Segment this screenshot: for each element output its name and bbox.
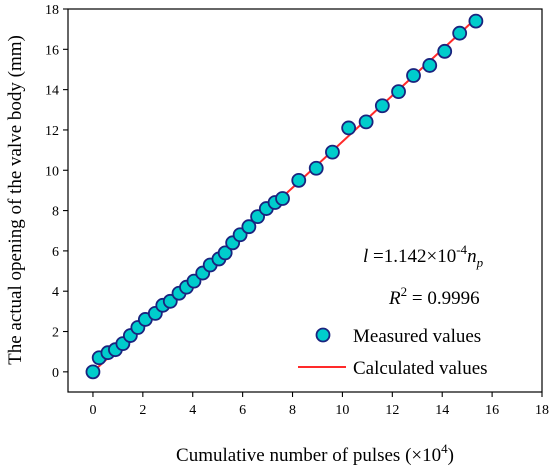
y-axis-ticks: 0 2 4 6 8 10 12 14 16 18 xyxy=(45,3,68,381)
y-tick-label: 2 xyxy=(52,326,59,341)
y-tick-label: 16 xyxy=(45,43,59,58)
measured-point xyxy=(391,84,406,100)
x-tick-label: 10 xyxy=(335,403,349,418)
x-axis-title-close: ) xyxy=(448,445,454,466)
x-tick-label: 4 xyxy=(189,403,196,418)
plot-border xyxy=(67,8,543,393)
x-axis-ticks: 0 2 4 6 8 10 12 14 16 18 xyxy=(89,392,549,418)
measured-point xyxy=(358,114,374,130)
r-squared-sup: 2 xyxy=(401,284,408,299)
equation-n: n xyxy=(467,246,477,267)
measured-point xyxy=(374,98,390,114)
measured-point xyxy=(275,191,290,206)
equation-exponent: -4 xyxy=(456,242,467,257)
y-tick-label: 0 xyxy=(52,366,59,381)
measured-point xyxy=(308,160,324,176)
y-tick-label: 12 xyxy=(45,124,59,139)
y-tick-label: 18 xyxy=(45,3,59,18)
measured-point xyxy=(217,245,233,261)
y-tick-label: 8 xyxy=(52,205,59,220)
equation-annotation: l =1.142×10-4np xyxy=(363,242,484,270)
measured-point xyxy=(291,172,307,188)
measured-point xyxy=(85,364,101,380)
r-squared-value: = 0.9996 xyxy=(407,288,479,309)
y-tick-label: 6 xyxy=(52,245,59,260)
equation-text: =1.142×10 xyxy=(368,246,456,267)
measured-point xyxy=(452,25,468,41)
measured-point xyxy=(341,120,357,136)
measured-point xyxy=(325,144,340,160)
x-axis-title: Cumulative number of pulses (×104) xyxy=(176,441,454,466)
measured-point xyxy=(468,13,484,29)
x-tick-label: 8 xyxy=(289,403,296,418)
y-tick-label: 14 xyxy=(45,84,59,99)
legend-calculated-label: Calculated values xyxy=(353,358,488,379)
y-tick-label: 10 xyxy=(45,164,59,179)
x-axis-title-sup: 4 xyxy=(441,441,448,456)
x-tick-label: 6 xyxy=(239,403,246,418)
measured-point xyxy=(422,58,438,73)
x-tick-label: 14 xyxy=(435,403,449,418)
r-squared-R: R xyxy=(388,288,401,309)
legend: Measured values Calculated values xyxy=(298,326,488,379)
x-axis-title-text: Cumulative number of pulses (×10 xyxy=(176,445,441,466)
plot-frame xyxy=(67,8,543,393)
y-tick-label: 4 xyxy=(52,285,59,300)
x-tick-label: 2 xyxy=(139,403,146,418)
equation-var: l xyxy=(363,246,368,267)
measured-point xyxy=(437,43,453,59)
x-tick-label: 16 xyxy=(485,403,499,418)
measured-point xyxy=(241,219,257,235)
x-tick-label: 18 xyxy=(535,403,549,418)
x-tick-label: 0 xyxy=(89,403,96,418)
legend-measured-label: Measured values xyxy=(353,326,481,347)
measured-values-points xyxy=(85,13,484,380)
measured-point xyxy=(406,68,421,83)
legend-measured-marker xyxy=(315,327,331,343)
r-squared-annotation: R2 = 0.9996 xyxy=(388,284,480,309)
y-axis-title: The actual opening of the valve body (mm… xyxy=(5,35,26,365)
x-tick-label: 12 xyxy=(385,403,399,418)
equation-subscript: p xyxy=(476,255,484,270)
